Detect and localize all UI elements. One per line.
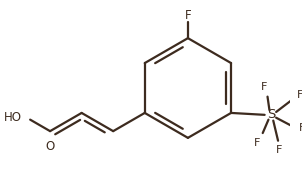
Text: F: F — [276, 145, 282, 155]
Text: F: F — [254, 138, 260, 148]
Text: F: F — [185, 9, 191, 22]
Text: F: F — [297, 90, 302, 100]
Text: HO: HO — [4, 111, 21, 124]
Text: F: F — [261, 82, 267, 92]
Text: F: F — [299, 123, 302, 133]
Text: O: O — [45, 140, 54, 153]
Text: S: S — [267, 108, 275, 121]
